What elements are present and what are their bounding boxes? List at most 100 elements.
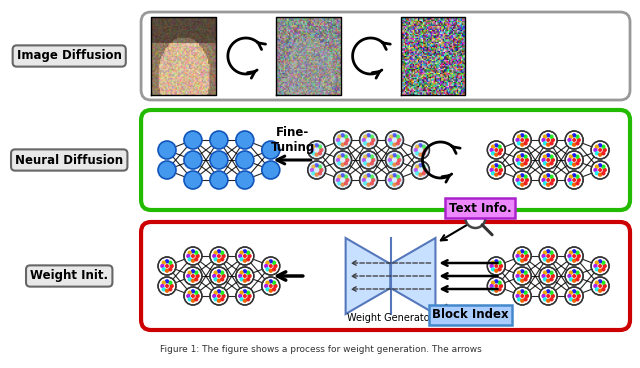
Circle shape — [272, 261, 276, 265]
Circle shape — [239, 277, 244, 282]
Circle shape — [575, 155, 580, 159]
Circle shape — [191, 254, 195, 258]
Circle shape — [569, 135, 573, 139]
Circle shape — [595, 151, 599, 155]
Circle shape — [217, 269, 221, 273]
Circle shape — [272, 280, 276, 285]
Circle shape — [194, 277, 198, 282]
Circle shape — [543, 135, 547, 139]
Circle shape — [269, 259, 273, 263]
Circle shape — [344, 181, 348, 185]
Circle shape — [601, 287, 605, 291]
Circle shape — [541, 294, 546, 298]
Circle shape — [217, 249, 221, 254]
Circle shape — [543, 290, 547, 295]
Circle shape — [520, 158, 524, 162]
Circle shape — [572, 258, 576, 263]
Circle shape — [396, 135, 400, 139]
Circle shape — [236, 287, 254, 305]
Circle shape — [515, 158, 520, 162]
Circle shape — [396, 174, 400, 179]
Circle shape — [239, 290, 244, 295]
Circle shape — [591, 277, 609, 295]
Circle shape — [524, 155, 528, 159]
Circle shape — [419, 143, 422, 148]
Circle shape — [337, 135, 342, 139]
Circle shape — [214, 270, 218, 275]
Circle shape — [575, 174, 580, 179]
Circle shape — [572, 298, 576, 303]
FancyBboxPatch shape — [141, 222, 630, 330]
Circle shape — [543, 277, 547, 282]
Circle shape — [569, 257, 573, 262]
Circle shape — [540, 171, 557, 189]
Circle shape — [165, 264, 169, 268]
Circle shape — [389, 135, 394, 139]
Circle shape — [243, 249, 247, 254]
Circle shape — [565, 287, 583, 305]
Circle shape — [419, 152, 422, 157]
Circle shape — [516, 141, 521, 145]
Circle shape — [549, 174, 554, 179]
Circle shape — [516, 161, 521, 166]
Circle shape — [210, 131, 228, 149]
Circle shape — [577, 254, 581, 258]
Circle shape — [494, 269, 499, 273]
Polygon shape — [390, 238, 435, 314]
Circle shape — [549, 270, 554, 275]
Circle shape — [214, 251, 218, 255]
Circle shape — [247, 274, 252, 278]
Circle shape — [266, 261, 269, 265]
Circle shape — [269, 289, 273, 293]
Circle shape — [161, 280, 166, 285]
Circle shape — [194, 290, 198, 295]
Circle shape — [220, 297, 225, 301]
Circle shape — [497, 267, 502, 272]
Circle shape — [333, 131, 351, 149]
Circle shape — [318, 145, 322, 149]
Circle shape — [370, 181, 374, 185]
Circle shape — [272, 267, 276, 272]
Circle shape — [595, 145, 599, 149]
Circle shape — [389, 181, 394, 185]
Circle shape — [389, 174, 394, 179]
Circle shape — [221, 254, 226, 258]
Circle shape — [598, 284, 602, 288]
Circle shape — [494, 264, 499, 268]
Circle shape — [345, 178, 349, 182]
Circle shape — [549, 251, 554, 255]
Circle shape — [540, 131, 557, 149]
Circle shape — [520, 153, 524, 158]
Circle shape — [239, 257, 244, 262]
Circle shape — [389, 155, 394, 159]
Circle shape — [520, 178, 524, 182]
Circle shape — [598, 173, 602, 177]
Circle shape — [543, 297, 547, 301]
Circle shape — [262, 141, 280, 159]
Text: Fine-
Tuning: Fine- Tuning — [271, 126, 315, 154]
FancyBboxPatch shape — [141, 110, 630, 210]
Circle shape — [392, 133, 397, 138]
Circle shape — [572, 158, 576, 162]
Circle shape — [546, 249, 550, 254]
Circle shape — [520, 274, 524, 278]
Circle shape — [567, 138, 572, 142]
Circle shape — [311, 164, 316, 169]
Circle shape — [491, 171, 495, 176]
Circle shape — [575, 290, 580, 295]
Circle shape — [567, 254, 572, 258]
Circle shape — [598, 148, 602, 152]
Circle shape — [546, 178, 550, 182]
Circle shape — [569, 251, 573, 255]
Circle shape — [344, 155, 348, 159]
Circle shape — [337, 181, 342, 185]
Circle shape — [165, 279, 169, 283]
Circle shape — [340, 133, 345, 138]
Circle shape — [246, 277, 250, 282]
Circle shape — [575, 297, 580, 301]
Circle shape — [415, 164, 419, 169]
Circle shape — [269, 264, 273, 268]
Circle shape — [367, 142, 371, 147]
Circle shape — [494, 168, 499, 172]
Circle shape — [541, 158, 546, 162]
